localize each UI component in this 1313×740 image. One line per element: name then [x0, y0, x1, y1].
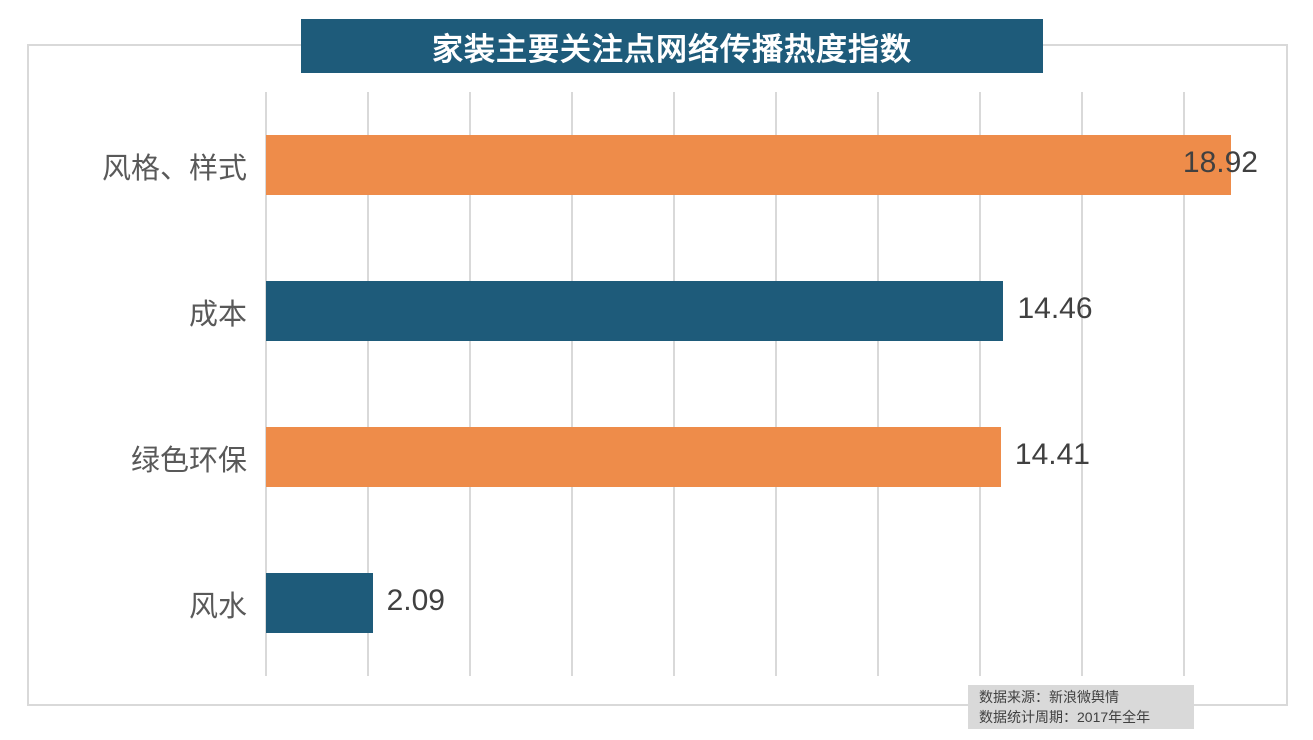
gridline [1183, 92, 1185, 676]
value-label: 14.46 [1017, 292, 1093, 325]
value-label: 18.92 [1182, 146, 1258, 179]
category-label: 风水 [188, 591, 247, 623]
data-period-line: 数据统计周期：2017年全年 [979, 709, 1151, 725]
chart-title-banner: 家装主要关注点网络传播热度指数 [301, 19, 1043, 73]
bar-3 [266, 427, 1001, 487]
value-label: 2.09 [386, 584, 445, 617]
category-label: 绿色环保 [130, 445, 247, 477]
gridline [469, 92, 471, 676]
gridline [775, 92, 777, 676]
bar-1 [266, 135, 1231, 195]
gridline [367, 92, 369, 676]
bar-2 [266, 281, 1004, 341]
plot-area: 风格、样式 18.92 成本 14.46 绿色环保 14.41 风水 2.09 [102, 92, 1286, 676]
bar-4 [266, 573, 373, 633]
value-label: 14.41 [1014, 438, 1090, 471]
gridline [571, 92, 573, 676]
data-source-box: 数据来源：新浪微舆情 数据统计周期：2017年全年 [968, 685, 1194, 729]
gridline [877, 92, 879, 676]
category-label: 成本 [188, 299, 247, 331]
gridline [979, 92, 981, 676]
gridline [673, 92, 675, 676]
category-label: 风格、样式 [101, 153, 247, 185]
data-source-line: 数据来源：新浪微舆情 [979, 689, 1119, 705]
chart-title: 家装主要关注点网络传播热度指数 [432, 31, 912, 67]
gridline [1081, 92, 1083, 676]
gridline [265, 92, 267, 676]
